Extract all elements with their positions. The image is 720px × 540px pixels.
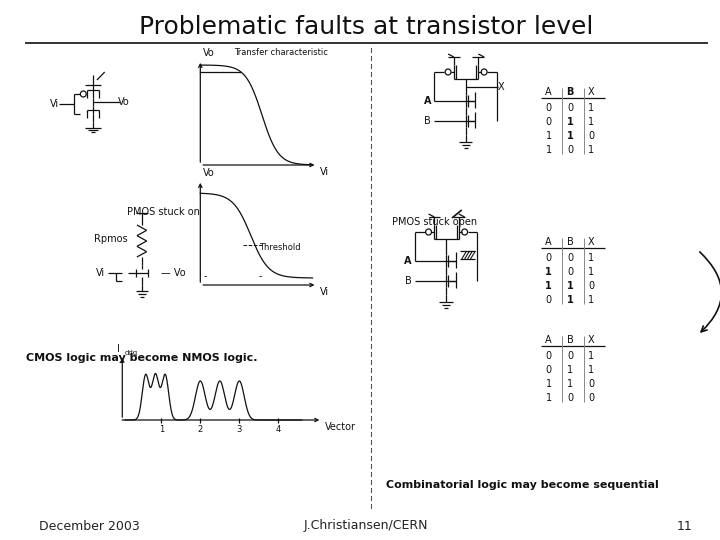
Text: Rpmos: Rpmos xyxy=(94,234,127,244)
Text: 0: 0 xyxy=(567,145,573,155)
Text: 3: 3 xyxy=(237,425,242,434)
Text: 1: 1 xyxy=(588,295,595,305)
Text: 1: 1 xyxy=(545,267,552,277)
Text: 1: 1 xyxy=(567,295,573,305)
Text: — Vo: — Vo xyxy=(161,268,186,278)
Text: A: A xyxy=(424,96,431,106)
Text: B: B xyxy=(567,87,574,97)
Text: 0: 0 xyxy=(546,117,552,127)
Text: 1: 1 xyxy=(567,117,573,127)
Text: -: - xyxy=(203,271,207,281)
Text: A: A xyxy=(405,256,412,266)
Text: X: X xyxy=(588,335,595,345)
Text: 0: 0 xyxy=(546,365,552,375)
Text: 0: 0 xyxy=(588,379,595,389)
Text: Threshold: Threshold xyxy=(258,242,300,252)
Text: PMOS stuck open: PMOS stuck open xyxy=(392,217,477,227)
Text: 1: 1 xyxy=(567,131,573,141)
Text: Vi: Vi xyxy=(320,287,330,297)
Text: B: B xyxy=(424,116,431,126)
Text: 1: 1 xyxy=(588,351,595,361)
Text: Vi: Vi xyxy=(50,99,58,109)
Text: 11: 11 xyxy=(677,519,693,532)
Text: Problematic faults at transistor level: Problematic faults at transistor level xyxy=(139,15,593,39)
Text: I: I xyxy=(117,344,120,354)
Text: Vo: Vo xyxy=(118,97,130,107)
Text: 0: 0 xyxy=(588,131,595,141)
Text: 2: 2 xyxy=(198,425,203,434)
Text: 0: 0 xyxy=(567,103,573,113)
Text: Vi: Vi xyxy=(320,167,330,177)
Text: 1: 1 xyxy=(588,365,595,375)
Text: A: A xyxy=(545,335,552,345)
Text: PMOS stuck on: PMOS stuck on xyxy=(127,207,200,217)
Text: 1: 1 xyxy=(546,131,552,141)
Text: 0: 0 xyxy=(546,351,552,361)
Text: 1: 1 xyxy=(588,253,595,263)
Text: 1: 1 xyxy=(546,393,552,403)
Text: X: X xyxy=(588,87,595,97)
Text: 0: 0 xyxy=(567,393,573,403)
Text: 1: 1 xyxy=(546,145,552,155)
Text: 0: 0 xyxy=(546,295,552,305)
Text: 1: 1 xyxy=(158,425,164,434)
Text: B: B xyxy=(405,276,411,286)
Text: B: B xyxy=(567,237,573,247)
Text: 0: 0 xyxy=(567,253,573,263)
Text: 0: 0 xyxy=(546,103,552,113)
Text: 0: 0 xyxy=(546,253,552,263)
Text: Vector: Vector xyxy=(325,422,356,432)
Text: CMOS logic may become NMOS logic.: CMOS logic may become NMOS logic. xyxy=(26,353,258,363)
Text: X: X xyxy=(498,82,504,92)
Text: 1: 1 xyxy=(567,379,573,389)
Text: 1: 1 xyxy=(567,281,573,291)
Text: 1: 1 xyxy=(545,281,552,291)
Text: Vo: Vo xyxy=(203,48,215,58)
Text: A: A xyxy=(545,87,552,97)
Text: 0: 0 xyxy=(567,351,573,361)
Text: 0: 0 xyxy=(567,267,573,277)
Text: 1: 1 xyxy=(588,267,595,277)
Text: 0: 0 xyxy=(588,281,595,291)
Text: A: A xyxy=(545,237,552,247)
Text: Vo: Vo xyxy=(203,168,215,178)
Text: 4: 4 xyxy=(276,425,281,434)
Text: X: X xyxy=(588,237,595,247)
Text: 0: 0 xyxy=(588,393,595,403)
Text: ddq: ddq xyxy=(125,350,138,356)
Text: Combinatorial logic may become sequential: Combinatorial logic may become sequentia… xyxy=(386,480,659,490)
Text: 1: 1 xyxy=(588,145,595,155)
Text: B: B xyxy=(567,335,573,345)
Text: 1: 1 xyxy=(546,379,552,389)
Text: 1: 1 xyxy=(588,103,595,113)
Text: 1: 1 xyxy=(567,365,573,375)
Text: 1: 1 xyxy=(588,117,595,127)
Text: Vi: Vi xyxy=(96,268,104,278)
Text: December 2003: December 2003 xyxy=(40,519,140,532)
Text: Transfer characteristic: Transfer characteristic xyxy=(235,48,328,57)
Text: -: - xyxy=(258,271,262,281)
Text: J.Christiansen/CERN: J.Christiansen/CERN xyxy=(304,519,428,532)
